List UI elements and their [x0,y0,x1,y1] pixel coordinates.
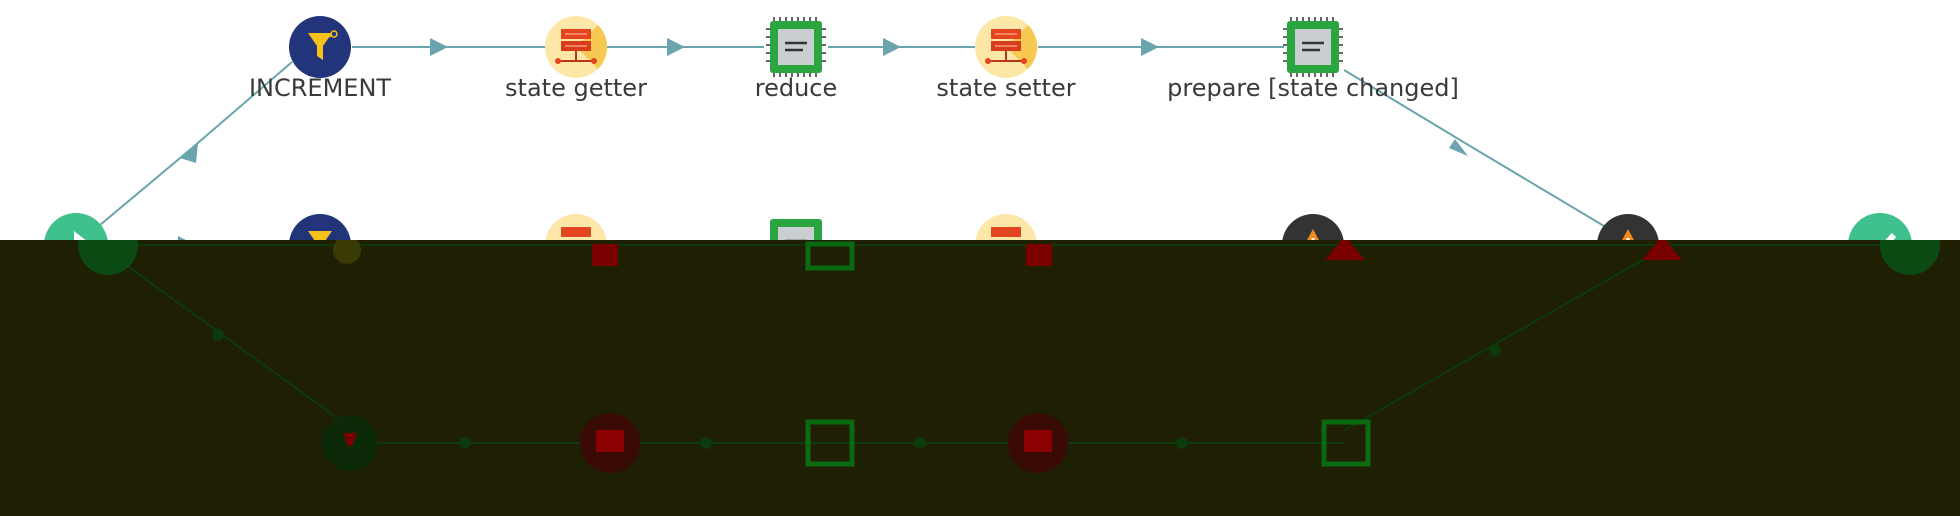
arrow-marker [1141,38,1159,56]
overlay-node-start [78,240,138,275]
arrow-marker [180,143,198,163]
overlay-node-warning-1 [1325,240,1365,260]
dark-overlay [0,240,1960,516]
overlay-bottom-server-2 [1008,413,1068,473]
label-reduce: reduce [754,74,838,102]
node-state-getter[interactable] [545,16,608,78]
server-icon [555,29,597,64]
edge-start-to-increment-b [191,61,293,149]
label-state-setter: state setter [936,74,1076,102]
arrow-marker [430,38,448,56]
server-icon [985,29,1027,64]
overlay-edges [100,244,1880,444]
label-increment: INCREMENT [248,74,392,102]
node-state-setter[interactable] [975,16,1038,78]
arrow-marker [883,38,901,56]
arrow-marker [1449,139,1468,156]
cpu-chip-icon [1283,17,1343,77]
overlay-arrows [212,329,1501,449]
arrow-marker [667,38,685,56]
node-prepare[interactable] [1283,17,1343,77]
node-reduce[interactable] [766,17,826,77]
server-icon [991,227,1021,237]
edge-arrows [178,38,1468,254]
overlay-node-warning-2 [1642,240,1682,260]
overlay-node-server [592,244,618,266]
cpu-chip-icon [766,17,826,77]
label-state-getter: state getter [505,74,647,102]
overlay-diagram [78,240,1940,473]
label-prepare: prepare [state changed] [1167,74,1459,102]
overlay-node-chip [805,241,855,271]
overlay-bottom-server-1 [580,413,640,473]
node-increment[interactable] [289,16,351,78]
overlay-bottom-chip-2 [1321,419,1371,467]
overlay-node-server-2 [1026,244,1052,266]
server-icon [561,227,591,237]
edge-start-to-increment-a [99,147,193,226]
funnel-icon [308,30,338,60]
overlay-node-end [1880,240,1940,275]
edge-prepare-to-warning-b [1469,145,1605,227]
overlay-bottom-filter [322,415,378,471]
edge-prepare-to-warning-a [1343,69,1471,147]
overlay-node-filter [333,240,361,264]
overlay-bottom-chip-1 [805,419,855,467]
